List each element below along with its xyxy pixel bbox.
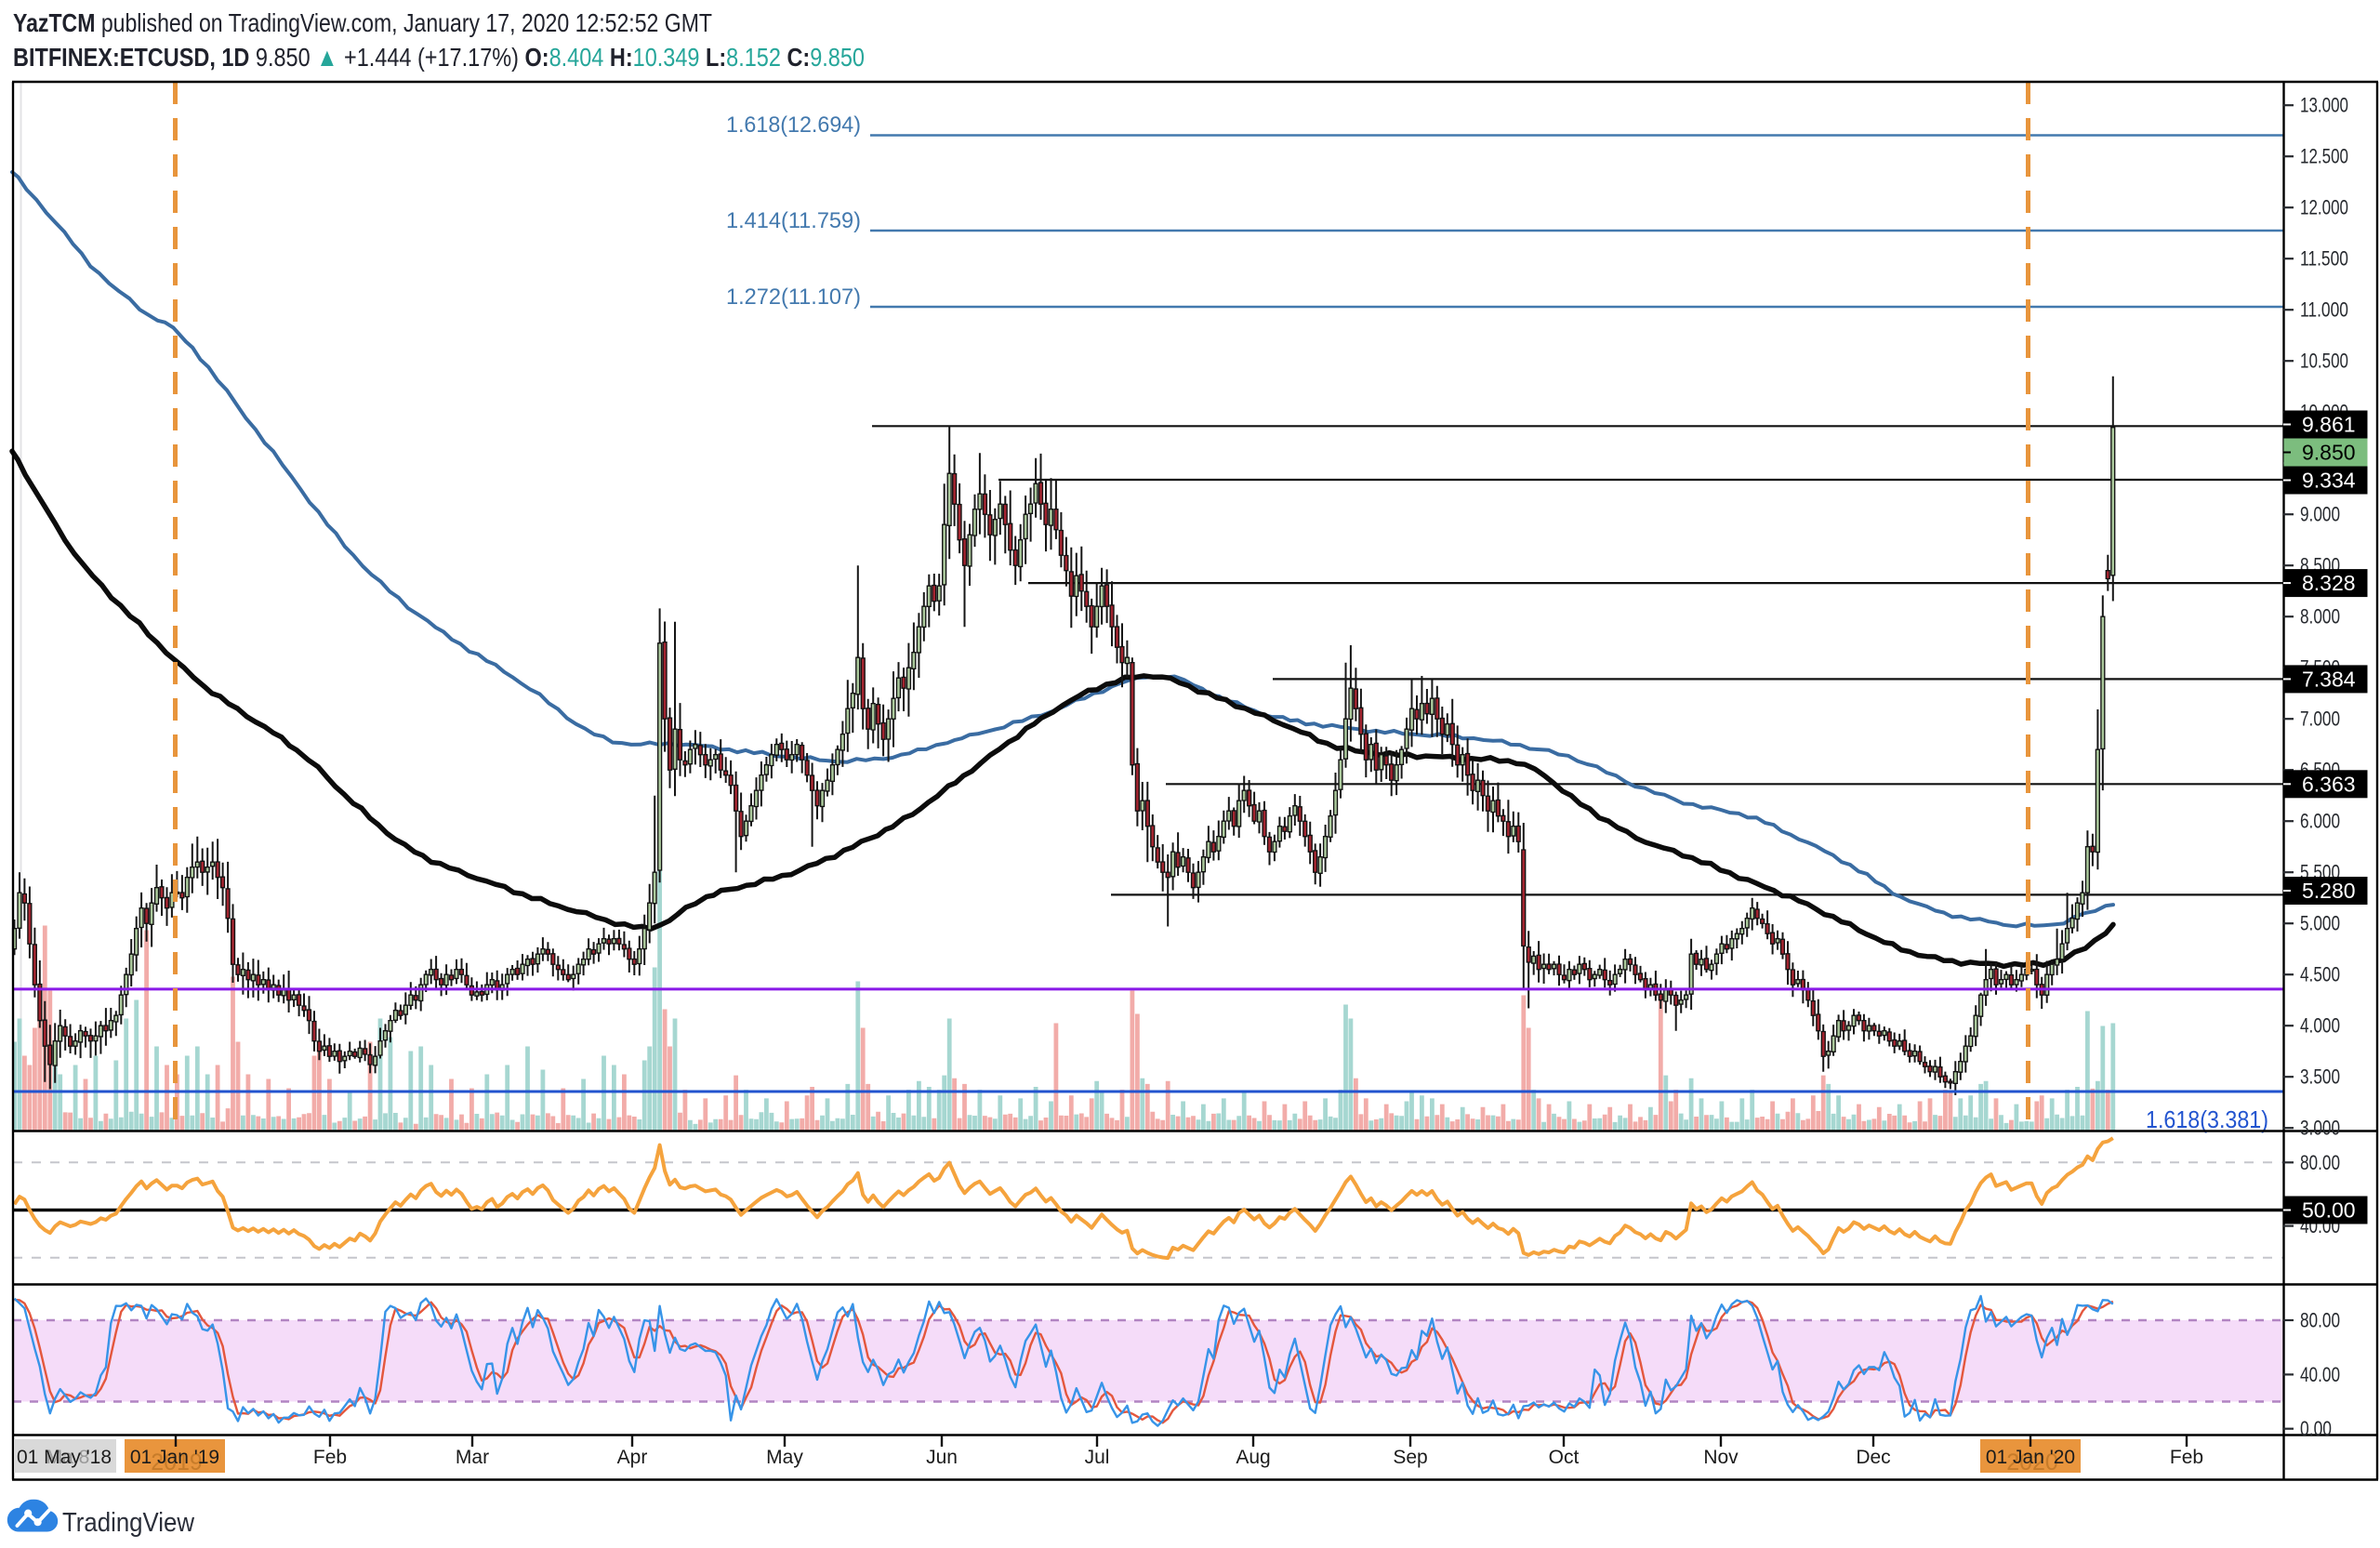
svg-text:Feb: Feb bbox=[2170, 1447, 2203, 1468]
svg-text:Feb: Feb bbox=[313, 1447, 347, 1468]
svg-text:Mar: Mar bbox=[456, 1447, 489, 1468]
svg-text:0.00: 0.00 bbox=[2300, 1417, 2332, 1440]
svg-text:11.500: 11.500 bbox=[2300, 247, 2348, 271]
svg-text:1.414(11.759): 1.414(11.759) bbox=[726, 208, 861, 233]
svg-text:2019: 2019 bbox=[151, 1449, 203, 1475]
svg-text:7.384: 7.384 bbox=[2302, 667, 2356, 691]
svg-text:8.328: 8.328 bbox=[2302, 571, 2356, 595]
svg-text:9.850: 9.850 bbox=[2302, 441, 2356, 465]
svg-text:Jul: Jul bbox=[1085, 1447, 1110, 1468]
svg-text:12.000: 12.000 bbox=[2300, 196, 2348, 219]
svg-text:2020: 2020 bbox=[2006, 1449, 2058, 1475]
svg-text:BITFINEX:ETCUSD, 1D 9.850 ▲ +1: BITFINEX:ETCUSD, 1D 9.850 ▲ +1.444 (+17.… bbox=[13, 43, 865, 72]
svg-text:80.00: 80.00 bbox=[2300, 1151, 2340, 1174]
svg-text:Aug: Aug bbox=[1236, 1447, 1270, 1468]
svg-text:TradingView: TradingView bbox=[62, 1508, 195, 1538]
svg-text:Ma 8: Ma 8 bbox=[46, 1447, 90, 1468]
svg-text:10.500: 10.500 bbox=[2300, 350, 2348, 373]
svg-text:Sep: Sep bbox=[1393, 1447, 1427, 1468]
svg-text:9.861: 9.861 bbox=[2302, 413, 2356, 437]
svg-text:50.00: 50.00 bbox=[2302, 1198, 2356, 1223]
svg-text:11.000: 11.000 bbox=[2300, 298, 2348, 322]
svg-text:12.500: 12.500 bbox=[2300, 145, 2348, 168]
svg-text:4.000: 4.000 bbox=[2300, 1014, 2340, 1038]
svg-text:13.000: 13.000 bbox=[2300, 94, 2348, 117]
svg-text:9.334: 9.334 bbox=[2302, 469, 2356, 493]
svg-text:Nov: Nov bbox=[1703, 1447, 1739, 1468]
svg-text:1.272(11.107): 1.272(11.107) bbox=[726, 284, 861, 310]
svg-text:3.000: 3.000 bbox=[2300, 1117, 2340, 1140]
svg-text:8.000: 8.000 bbox=[2300, 605, 2340, 628]
svg-text:1.618(3.381): 1.618(3.381) bbox=[2146, 1105, 2268, 1133]
svg-text:1.618(12.694): 1.618(12.694) bbox=[726, 112, 861, 138]
svg-text:6.000: 6.000 bbox=[2300, 810, 2340, 833]
svg-text:YazTCM published on TradingVie: YazTCM published on TradingView.com, Jan… bbox=[13, 8, 712, 37]
svg-text:Apr: Apr bbox=[617, 1447, 648, 1468]
svg-text:May: May bbox=[766, 1447, 803, 1468]
svg-text:4.500: 4.500 bbox=[2300, 963, 2340, 986]
svg-text:Jun: Jun bbox=[926, 1447, 958, 1468]
svg-text:01 Jan '20: 01 Jan '20 bbox=[1986, 1447, 2075, 1468]
svg-text:Dec: Dec bbox=[1856, 1447, 1890, 1468]
svg-text:80.00: 80.00 bbox=[2300, 1309, 2340, 1332]
svg-text:3.500: 3.500 bbox=[2300, 1065, 2340, 1089]
svg-text:7.000: 7.000 bbox=[2300, 708, 2340, 731]
svg-text:6.363: 6.363 bbox=[2302, 772, 2356, 796]
svg-text:40.00: 40.00 bbox=[2300, 1363, 2340, 1386]
svg-text:01 May '18: 01 May '18 bbox=[17, 1447, 112, 1468]
svg-text:5.000: 5.000 bbox=[2300, 912, 2340, 935]
svg-text:5.280: 5.280 bbox=[2302, 879, 2356, 903]
svg-text:Oct: Oct bbox=[1549, 1447, 1580, 1468]
svg-text:01 Jan '19: 01 Jan '19 bbox=[130, 1447, 219, 1468]
svg-text:9.000: 9.000 bbox=[2300, 503, 2340, 526]
